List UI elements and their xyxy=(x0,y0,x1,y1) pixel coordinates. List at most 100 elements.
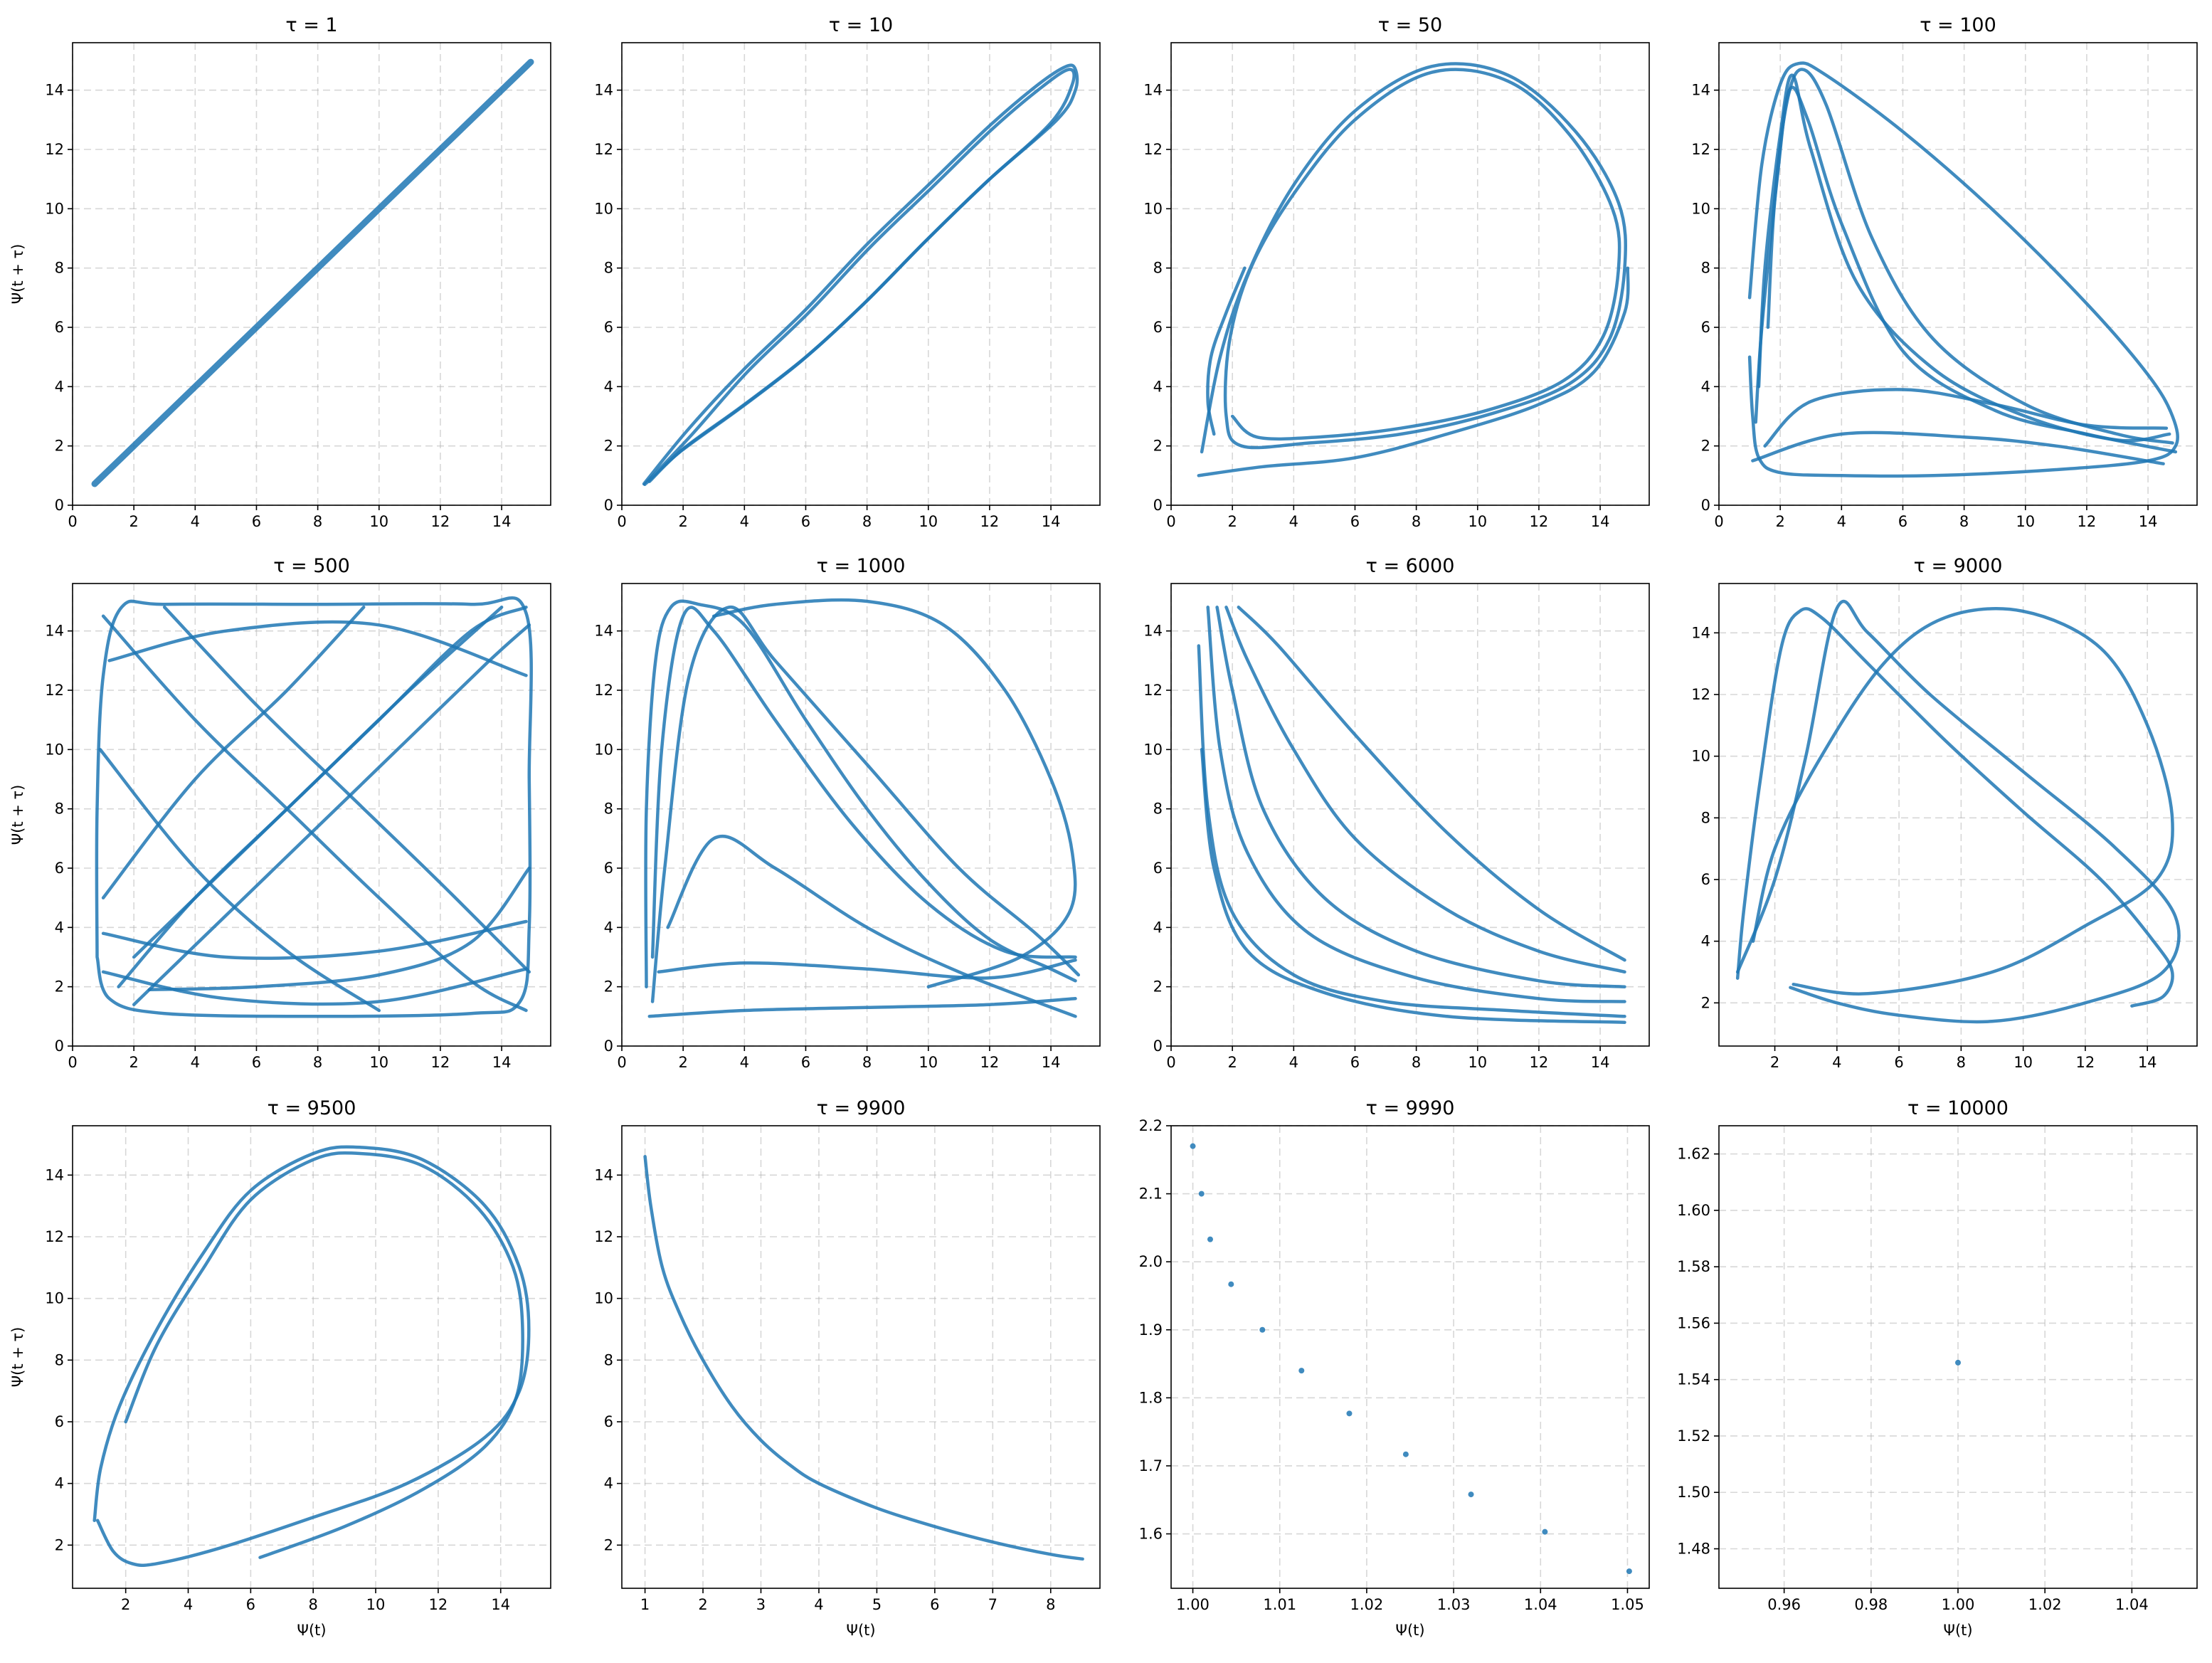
y-tick-label: 8 xyxy=(55,260,64,277)
trajectory xyxy=(95,596,533,1018)
x-tick-label: 2 xyxy=(1227,513,1237,530)
panel-9: 2 4 6 8 10 12 14 2 4 6 8 10 12 14 τ = 9500 Ψ(t) Ψ(t + τ) xyxy=(9,1097,551,1639)
data-point xyxy=(1198,1191,1205,1197)
x-tick-label: 4 xyxy=(184,1596,193,1613)
y-tick-label: 8 xyxy=(604,1351,613,1368)
panel-2: 0 2 4 6 8 10 12 14 0 2 4 6 8 10 12 14 τ = 10 xyxy=(594,14,1101,530)
y-tick-label: 2 xyxy=(55,978,64,996)
x-tick-label: 12 xyxy=(429,1596,448,1613)
x-tick-label: 5 xyxy=(872,1596,882,1613)
y-tick-label: 1.8 xyxy=(1139,1389,1163,1406)
y-tick-label: 10 xyxy=(1691,748,1710,765)
x-tick-label: 14 xyxy=(1042,513,1061,530)
x-tick-label: 8 xyxy=(1046,1596,1055,1613)
y-tick-label: 2 xyxy=(1701,994,1710,1011)
x-tick-label: 14 xyxy=(2138,1054,2157,1071)
y-tick-label: 10 xyxy=(45,200,64,217)
y-tick-label: 1.56 xyxy=(1677,1314,1710,1331)
y-tick-label: 14 xyxy=(594,1166,613,1183)
x-tick-label: 6 xyxy=(1350,513,1360,530)
x-tick-label: 4 xyxy=(191,513,200,530)
x-tick-label: 8 xyxy=(313,1054,322,1071)
y-tick-label: 2.1 xyxy=(1139,1186,1163,1203)
axes-frame xyxy=(72,1125,551,1589)
data-point xyxy=(1402,1451,1409,1457)
trajectory xyxy=(107,620,528,677)
x-tick-label: 8 xyxy=(1957,1054,1966,1071)
trajectory xyxy=(1206,266,1247,436)
x-tick-label: 10 xyxy=(1468,1054,1487,1071)
y-tick-label: 12 xyxy=(45,682,64,699)
panel-title: τ = 9500 xyxy=(268,1097,356,1119)
trajectory xyxy=(132,606,504,959)
y-tick-label: 12 xyxy=(594,682,613,699)
trajectory xyxy=(101,919,528,960)
y-tick-label: 14 xyxy=(1691,624,1710,641)
x-tick-label: 6 xyxy=(930,1596,939,1613)
x-tick-label: 12 xyxy=(1530,1054,1549,1071)
x-tick-label: 6 xyxy=(801,1054,810,1071)
x-tick-label: 1.04 xyxy=(2115,1596,2149,1613)
y-tick-label: 12 xyxy=(1143,141,1163,158)
y-tick-label: 10 xyxy=(1143,200,1163,217)
x-tick-label: 2 xyxy=(121,1596,130,1613)
x-tick-label: 14 xyxy=(1591,1054,1610,1071)
x-tick-label: 3 xyxy=(756,1596,766,1613)
trajectory xyxy=(101,614,528,1013)
y-tick-label: 0 xyxy=(55,497,64,514)
trajectory xyxy=(1751,431,2165,465)
data-point xyxy=(1190,1143,1196,1149)
x-tick-label: 14 xyxy=(2139,513,2158,530)
trajectory xyxy=(91,58,534,487)
panel-title: τ = 1000 xyxy=(817,555,906,577)
y-tick-label: 1.9 xyxy=(1139,1321,1163,1339)
panel-1: 0 2 4 6 8 10 12 14 0 2 4 6 8 10 12 14 τ = 1 Ψ(t + τ) xyxy=(9,14,551,530)
y-tick-label: 6 xyxy=(604,1413,613,1430)
x-tick-label: 1.00 xyxy=(1942,1596,1975,1613)
y-tick-label: 10 xyxy=(594,200,613,217)
panel-7: 0 2 4 6 8 10 12 14 0 2 4 6 8 10 12 14 τ = 6000 xyxy=(1143,555,1650,1071)
y-tick-label: 1.60 xyxy=(1677,1202,1710,1219)
x-tick-label: 12 xyxy=(980,513,1000,530)
y-tick-label: 4 xyxy=(1153,378,1163,395)
axes-frame xyxy=(72,583,551,1047)
y-tick-label: 6 xyxy=(1153,860,1163,877)
x-tick-label: 14 xyxy=(492,513,512,530)
x-tick-label: 8 xyxy=(313,513,322,530)
panel-3: 0 2 4 6 8 10 12 14 0 2 4 6 8 10 12 14 τ = 50 xyxy=(1143,14,1650,530)
y-tick-label: 6 xyxy=(1701,319,1710,336)
x-tick-label: 0 xyxy=(68,513,77,530)
axes-frame xyxy=(1170,1125,1650,1589)
y-tick-label: 1.6 xyxy=(1139,1526,1163,1543)
x-tick-label: 8 xyxy=(1412,1054,1421,1071)
x-tick-label: 8 xyxy=(862,1054,872,1071)
y-axis-label: Ψ(t + τ) xyxy=(9,244,26,305)
y-tick-label: 4 xyxy=(604,1475,613,1492)
y-axis-label: Ψ(t + τ) xyxy=(9,1327,26,1388)
x-tick-label: 10 xyxy=(1468,513,1487,530)
y-tick-label: 8 xyxy=(55,1351,64,1368)
series-points xyxy=(1190,1143,1632,1575)
y-tick-label: 6 xyxy=(55,860,64,877)
x-tick-label: 14 xyxy=(1591,513,1610,530)
y-tick-label: 12 xyxy=(45,141,64,158)
trajectory xyxy=(1763,388,2169,448)
x-tick-label: 2 xyxy=(698,1596,707,1613)
panel-title: τ = 100 xyxy=(1920,14,1996,36)
trajectory xyxy=(642,63,1079,486)
y-tick-label: 14 xyxy=(45,623,64,640)
trajectory xyxy=(711,598,1077,988)
y-tick-label: 2 xyxy=(55,438,64,455)
y-tick-label: 4 xyxy=(1701,933,1710,950)
panel-11: 1.00 1.01 1.02 1.03 1.04 1.05 1.6 1.7 1.8 1.9 2.0 2… xyxy=(1139,1097,1650,1639)
y-tick-label: 8 xyxy=(604,260,613,277)
x-tick-label: 4 xyxy=(191,1054,200,1071)
x-tick-label: 10 xyxy=(369,1054,388,1071)
y-tick-label: 6 xyxy=(1701,871,1710,888)
x-tick-label: 2 xyxy=(129,1054,138,1071)
data-point xyxy=(1346,1410,1353,1417)
y-tick-label: 12 xyxy=(594,1228,613,1245)
x-tick-label: 12 xyxy=(2076,1054,2095,1071)
y-tick-label: 12 xyxy=(45,1228,64,1245)
